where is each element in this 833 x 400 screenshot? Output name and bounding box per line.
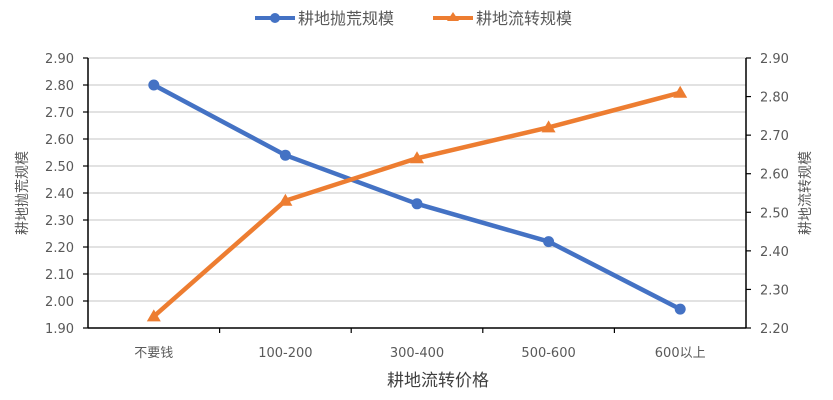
right-tick-label: 2.20 <box>760 322 789 337</box>
series-lines <box>146 79 688 322</box>
right-axis-title: 耕地流转规模 <box>797 151 814 235</box>
left-tick-label: 2.80 <box>45 79 74 94</box>
right-tick-label: 2.40 <box>760 245 789 260</box>
left-tick-label: 2.20 <box>45 241 74 256</box>
category-label: 300-400 <box>390 346 444 361</box>
triangle-marker-icon <box>541 120 556 133</box>
series-2 <box>146 85 688 322</box>
legend-circle-icon <box>270 13 280 23</box>
right-tick-label: 2.60 <box>760 168 789 183</box>
left-tick-label: 2.70 <box>45 106 74 121</box>
circle-marker-icon <box>543 236 555 248</box>
triangle-marker-icon <box>278 193 293 206</box>
right-axis-ticks: 2.20 2.30 2.40 2.50 2.60 2.70 2.80 2.90 <box>746 52 789 337</box>
left-tick-label: 1.90 <box>45 322 74 337</box>
left-tick-label: 2.50 <box>45 160 74 175</box>
x-axis-categories: 不要钱 100-200 300-400 500-600 600以上 <box>134 328 706 361</box>
gridlines <box>88 57 746 302</box>
right-tick-label: 2.30 <box>760 283 789 298</box>
legend-triangle-icon <box>447 12 459 21</box>
legend-label: 耕地流转规模 <box>476 9 572 28</box>
triangle-marker-icon <box>410 151 424 164</box>
x-axis-title: 耕地流转价格 <box>387 371 489 391</box>
right-tick-label: 2.80 <box>760 91 789 106</box>
right-tick-label: 2.50 <box>760 206 789 221</box>
left-tick-label: 2.40 <box>45 187 74 202</box>
legend-label: 耕地抛荒规模 <box>298 9 394 28</box>
triangle-marker-icon <box>673 85 688 98</box>
left-axis-title: 耕地抛荒规模 <box>14 151 31 235</box>
legend: 耕地抛荒规模 耕地流转规模 <box>255 9 572 28</box>
left-tick-label: 2.10 <box>45 268 74 283</box>
circle-marker-icon <box>411 198 423 210</box>
series-1 <box>148 79 686 315</box>
left-tick-label: 2.00 <box>45 295 74 310</box>
left-tick-label: 2.90 <box>45 52 74 67</box>
right-tick-label: 2.90 <box>760 52 789 67</box>
left-tick-label: 2.30 <box>45 214 74 229</box>
circle-marker-icon <box>674 303 686 315</box>
left-axis-ticks: 1.90 2.00 2.10 2.20 2.30 2.40 2.50 2.60 2.70 2.80… <box>45 52 88 337</box>
category-label: 100-200 <box>258 346 312 361</box>
right-tick-label: 2.70 <box>760 129 789 144</box>
circle-marker-icon <box>148 79 160 91</box>
category-label: 600以上 <box>655 346 706 361</box>
category-label: 不要钱 <box>134 346 173 361</box>
triangle-marker-icon <box>146 309 161 322</box>
category-label: 500-600 <box>521 346 575 361</box>
circle-marker-icon <box>279 149 291 161</box>
left-tick-label: 2.60 <box>45 133 74 148</box>
series-line <box>152 83 682 312</box>
